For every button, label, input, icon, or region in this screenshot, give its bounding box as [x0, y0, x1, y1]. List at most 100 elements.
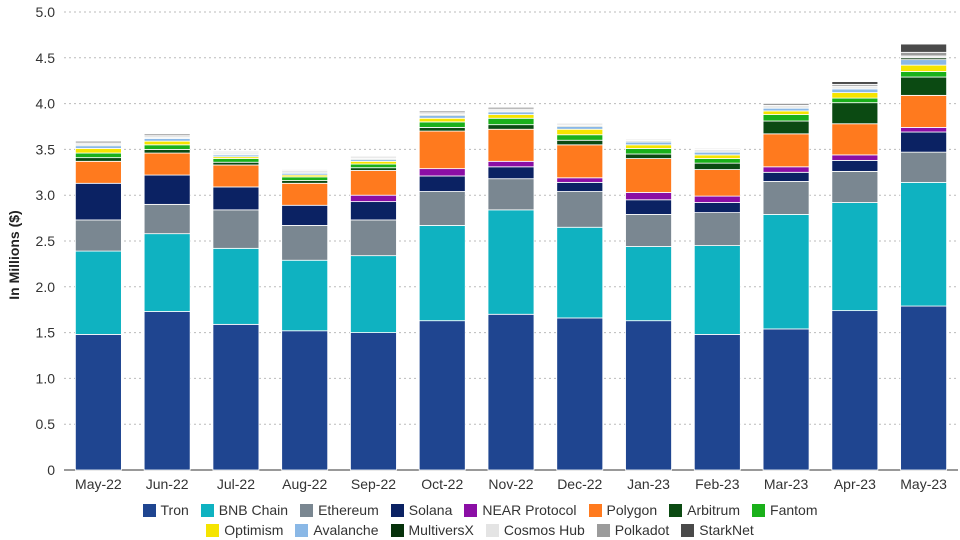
y-tick-label: 1.0: [36, 370, 56, 386]
bar-segment-polygon: [556, 144, 604, 179]
bar-segment-bnb-chain: [693, 245, 741, 335]
bar-segment-polygon: [625, 158, 672, 193]
legend-item-tron: Tron: [142, 502, 189, 518]
x-tick-label: May-23: [900, 476, 947, 492]
bar-stack-may-23: [900, 43, 948, 471]
y-tick-label: 0: [47, 462, 55, 478]
bar-segment-tron: [212, 323, 260, 471]
bar-segment-bnb-chain: [900, 181, 948, 307]
legend-swatch: [142, 503, 156, 517]
bar-segment-polygon: [693, 169, 741, 197]
bar-segment-polkadot: [350, 155, 397, 158]
bar-segment-ethereum: [212, 209, 260, 249]
bar-segment-bnb-chain: [74, 250, 122, 335]
bar-segment-optimism: [762, 110, 810, 115]
x-tick-label: Jul-22: [217, 476, 255, 492]
bar-segment-solana: [350, 201, 397, 221]
bar-segment-bnb-chain: [487, 209, 535, 315]
legend-item-avalanche: Avalanche: [295, 522, 379, 538]
x-tick-label: Aug-22: [282, 476, 327, 492]
bar-segment-polygon: [831, 123, 879, 156]
bar-segment-ethereum: [900, 151, 948, 183]
legend-label: Fantom: [770, 502, 818, 518]
bar-segment-avalanche: [762, 107, 810, 112]
bar-segment-ethereum: [418, 191, 466, 226]
bar-stack-aug-22: [281, 169, 329, 471]
bar-stack-jun-22: [143, 133, 191, 471]
bar-segment-avalanche: [625, 141, 672, 146]
legend-label: Polygon: [606, 502, 658, 518]
bar-segment-solana: [625, 199, 672, 215]
bar-segment-arbitrum: [143, 148, 191, 154]
bar-segment-fantom: [487, 117, 535, 126]
bar-segment-polygon: [900, 94, 948, 128]
bar-segment-optimism: [143, 140, 191, 146]
bar-segment-bnb-chain: [831, 202, 879, 312]
legend-item-ethereum: Ethereum: [300, 502, 379, 518]
bar-stack-nov-22: [487, 106, 535, 471]
bar-segment-solana: [900, 131, 948, 153]
bar-segment-near-protocol: [350, 194, 397, 203]
bar-segment-ethereum: [625, 214, 672, 247]
bar-segment-near-protocol: [487, 160, 535, 168]
bar-stack-mar-23: [762, 102, 810, 471]
y-tick-label: 3.0: [36, 187, 56, 203]
bar-segment-near-protocol: [693, 195, 741, 203]
legend-swatch: [681, 523, 695, 537]
bar-segment-polkadot: [418, 110, 466, 114]
bar-segment-near-protocol: [831, 154, 879, 161]
bar-segment-arbitrum: [74, 157, 122, 162]
legend-label: Arbitrum: [687, 502, 741, 518]
legend-item-solana: Solana: [390, 502, 452, 518]
legend-item-fantom: Fantom: [752, 502, 817, 518]
x-tick-label: Jun-22: [146, 476, 189, 492]
bar-segment-near-protocol: [556, 177, 604, 183]
legend-label: Avalanche: [313, 522, 379, 538]
bar-segment-optimism: [900, 64, 948, 72]
bar-segment-polygon: [212, 164, 260, 188]
bar-segment-near-protocol: [418, 168, 466, 177]
legend-swatch: [596, 523, 610, 537]
bar-segment-arbitrum: [350, 167, 397, 171]
bar-segment-avalanche: [831, 88, 879, 94]
y-tick-labels: 0 0.5 1.0 1.5 2.0 2.5 3.0 3.5 4.0 4.5 5.0: [36, 4, 56, 478]
bar-segment-solana: [281, 204, 329, 226]
bar-stack-may-22: [74, 140, 122, 471]
y-tick-label: 4.5: [36, 50, 56, 66]
bar-segment-polygon: [281, 182, 329, 206]
bar-segment-ethereum: [693, 212, 741, 246]
legend-swatch: [300, 503, 314, 517]
bar-segment-polygon: [350, 170, 397, 196]
legend-swatch: [390, 503, 404, 517]
bar-segment-polkadot: [143, 133, 191, 137]
bar-segment-polkadot: [74, 140, 122, 144]
bar-segment-bnb-chain: [762, 214, 810, 330]
bar-segment-ethereum: [556, 191, 604, 228]
bar-segment-near-protocol: [762, 166, 810, 173]
legend-swatch: [390, 523, 404, 537]
bar-segment-polygon: [74, 160, 122, 184]
bar-segment-fantom: [762, 114, 810, 122]
bar-segment-tron: [418, 320, 466, 471]
bar-segment-bnb-chain: [418, 225, 466, 322]
x-tick-label: Jan-23: [627, 476, 670, 492]
bar-segment-tron: [900, 305, 948, 471]
bar-segment-avalanche: [693, 151, 741, 156]
legend-row: Optimism Avalanche MultiversX Cosmos Hub Pol…: [0, 520, 960, 540]
bar-segment-ethereum: [762, 181, 810, 215]
bar-segment-starknet: [900, 43, 948, 53]
bar-segment-polygon: [143, 152, 191, 176]
legend-label: Polkadot: [614, 522, 670, 538]
bar-segment-optimism: [625, 144, 672, 149]
bar-segment-avalanche: [143, 138, 191, 142]
x-tick-label: Sep-22: [351, 476, 396, 492]
bar-segment-solana: [418, 175, 466, 192]
bar-segment-optimism: [74, 148, 122, 154]
bar-segment-arbitrum: [762, 120, 810, 135]
legend-label: Optimism: [224, 522, 284, 538]
bar-segment-polygon: [487, 128, 535, 162]
bar-segment-fantom: [693, 158, 741, 164]
bar-segment-optimism: [487, 114, 535, 119]
bar-segment-fantom: [556, 134, 604, 141]
